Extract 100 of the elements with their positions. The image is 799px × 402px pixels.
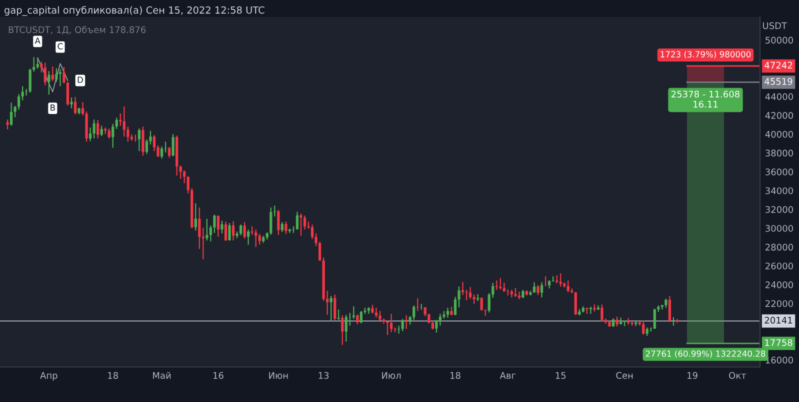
candlestick bbox=[186, 176, 190, 194]
candlestick bbox=[48, 70, 50, 96]
annotation: A bbox=[34, 38, 40, 44]
candlestick bbox=[239, 224, 242, 236]
candlestick bbox=[216, 214, 220, 238]
candlestick bbox=[468, 286, 472, 300]
candlestick bbox=[488, 292, 490, 313]
candlestick bbox=[303, 214, 306, 230]
candlestick bbox=[74, 96, 77, 115]
candlestick bbox=[138, 128, 141, 152]
candlestick bbox=[126, 126, 130, 142]
candlestick bbox=[330, 295, 332, 322]
x-tick-label: 13 bbox=[318, 372, 329, 379]
annotation: D bbox=[78, 76, 83, 83]
candlestick bbox=[653, 308, 656, 330]
x-tick-label: Окт bbox=[729, 372, 746, 379]
y-tick-label: 26000 bbox=[766, 262, 793, 270]
band-label: 27761 (60.99%) 1322240.28 bbox=[646, 350, 766, 358]
candlestick bbox=[296, 211, 299, 230]
candlestick bbox=[360, 310, 363, 324]
candlestick bbox=[100, 125, 103, 137]
candlestick bbox=[247, 229, 250, 246]
y-tick-label: 16000 bbox=[766, 356, 793, 364]
y-tick-label: 32000 bbox=[766, 206, 793, 213]
y-tick-label: 24000 bbox=[766, 281, 793, 288]
candlestick bbox=[352, 306, 355, 320]
ref-line-label: 45519 bbox=[764, 78, 792, 85]
candlestick bbox=[17, 94, 20, 110]
candlestick bbox=[310, 224, 314, 240]
candlestick bbox=[108, 128, 110, 139]
candlestick bbox=[122, 106, 126, 138]
candlestick bbox=[44, 62, 46, 86]
x-tick-label: 16 bbox=[213, 372, 224, 379]
candlestick bbox=[243, 222, 246, 240]
candlestick bbox=[574, 292, 577, 316]
candlestick bbox=[668, 295, 672, 322]
x-tick-label: Июл bbox=[382, 372, 401, 379]
band-label: 1723 (3.79%) 980000 bbox=[660, 51, 751, 58]
x-tick-label: Авг bbox=[500, 372, 516, 379]
candlestick bbox=[288, 228, 292, 234]
candlestick bbox=[62, 66, 66, 84]
candlestick bbox=[112, 123, 114, 148]
y-tick-label: 44000 bbox=[765, 93, 793, 100]
y-tick-label: 50000 bbox=[766, 36, 793, 44]
x-tick-label: Июн bbox=[269, 372, 288, 379]
y-tick-label: 36000 bbox=[766, 168, 793, 176]
chart-title: gap_capital опубликовал(а) Сен 15, 2022 12:58 UTC bbox=[4, 6, 264, 16]
candlestick bbox=[254, 229, 258, 248]
candlestick bbox=[228, 222, 231, 242]
candlestick bbox=[566, 280, 570, 293]
candlestick bbox=[198, 206, 201, 250]
candlestick bbox=[70, 96, 73, 109]
x-tick-label: 18 bbox=[108, 372, 118, 379]
candlestick bbox=[51, 66, 54, 82]
ref-line-label: 17758 bbox=[765, 339, 792, 346]
candlestick bbox=[160, 146, 164, 160]
y-tick-label: 30000 bbox=[766, 224, 793, 232]
ref-line-label: 47242 bbox=[764, 62, 792, 68]
candlestick bbox=[224, 221, 228, 242]
y-tick-label: 38000 bbox=[766, 150, 793, 157]
candlestick bbox=[194, 202, 197, 232]
candlestick bbox=[209, 224, 212, 242]
candlestick bbox=[66, 82, 70, 106]
candlestick bbox=[55, 68, 58, 82]
candlestick bbox=[40, 61, 43, 74]
candlestick bbox=[536, 284, 540, 296]
candlestick bbox=[344, 314, 348, 342]
candlestick bbox=[334, 294, 336, 321]
y-tick-label: 22000 bbox=[766, 300, 793, 308]
candlestick bbox=[213, 214, 216, 234]
candlestick bbox=[88, 126, 92, 142]
candlestick bbox=[401, 318, 404, 332]
candlestick bbox=[416, 298, 419, 312]
candlestick bbox=[390, 313, 393, 333]
candlestick bbox=[6, 119, 9, 130]
x-tick-label: 18 bbox=[450, 372, 460, 379]
candlestick bbox=[179, 165, 182, 180]
candlestick bbox=[183, 170, 186, 184]
candlestick bbox=[544, 276, 547, 287]
candlestick bbox=[378, 310, 382, 321]
candlestick bbox=[438, 313, 442, 326]
annotation: B bbox=[50, 104, 55, 111]
x-tick-label: 19 bbox=[688, 372, 698, 379]
candlestick bbox=[142, 126, 144, 156]
candlestick bbox=[540, 282, 544, 298]
ref-line-label: 20141 bbox=[764, 316, 792, 324]
y-tick-label: 28000 bbox=[766, 244, 793, 251]
candlestick bbox=[115, 117, 118, 130]
candlestick bbox=[480, 296, 483, 312]
candlestick bbox=[600, 304, 604, 322]
candlestick bbox=[356, 314, 359, 325]
candlestick bbox=[642, 320, 645, 336]
candlestick bbox=[58, 68, 62, 87]
candlestick bbox=[172, 134, 174, 157]
candlestick bbox=[616, 316, 618, 328]
candlestick bbox=[277, 209, 280, 236]
y-tick-label: 42000 bbox=[765, 112, 793, 119]
candlestick bbox=[96, 119, 100, 139]
candlestick bbox=[232, 220, 235, 242]
candlestick bbox=[318, 241, 322, 262]
